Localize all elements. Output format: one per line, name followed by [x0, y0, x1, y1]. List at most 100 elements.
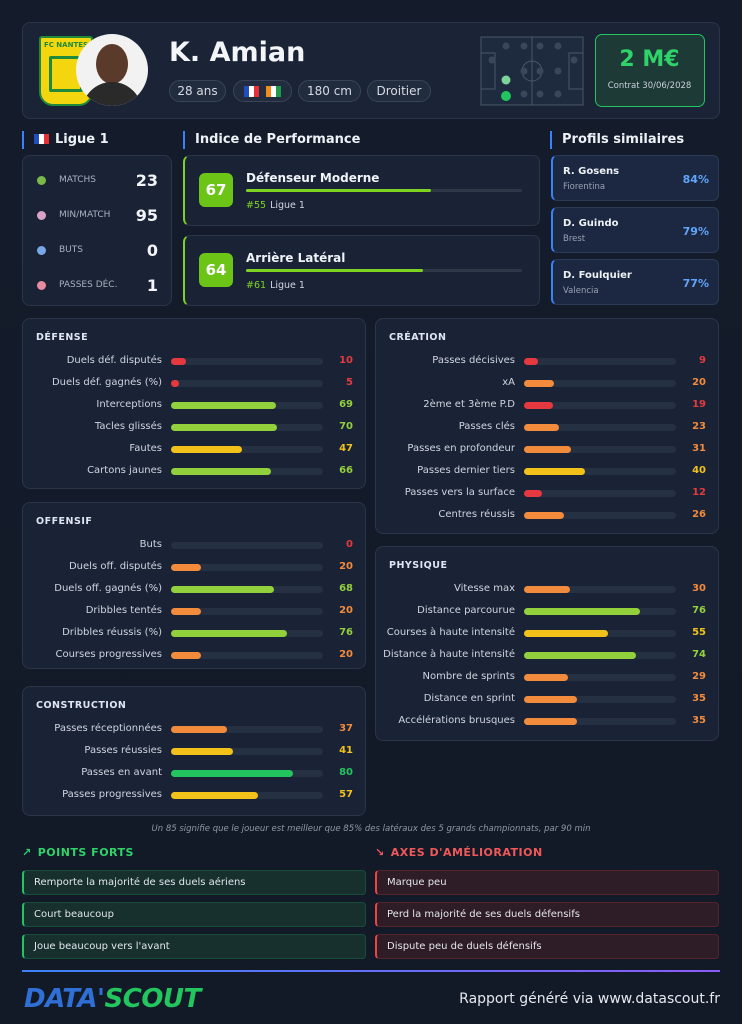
stat-row-value: 0 [346, 539, 353, 550]
improvements-heading: ↘ AXES D'AMÉLIORATION [375, 846, 543, 859]
bar-track [524, 652, 676, 659]
strength-item: Joue beaucoup vers l'avant [22, 934, 366, 959]
profile-label: Défenseur Moderne [246, 171, 380, 185]
stat-value: 23 [135, 171, 158, 190]
height-pill: 180 cm [298, 80, 361, 102]
bar-track [171, 468, 323, 475]
bar-fill [171, 770, 293, 777]
bar-track [524, 696, 676, 703]
similar-club: Fiorentina [563, 182, 606, 192]
stat-row-label: Passes progressives [62, 789, 162, 800]
bar-fill [524, 718, 578, 725]
bar-fill [171, 424, 278, 431]
rank: #55 [246, 200, 267, 211]
bar-fill [524, 608, 640, 615]
position-secondary [501, 75, 511, 85]
footer-divider [22, 970, 720, 972]
section-card: PHYSIQUE Vitesse max 30 Distance parcourue 7… [375, 546, 719, 741]
stat-row-label: Interceptions [96, 399, 162, 410]
stat-row-value: 57 [339, 789, 353, 800]
score-badge: 64 [199, 253, 233, 287]
player-photo [76, 34, 148, 106]
stat-row-value: 26 [692, 509, 706, 520]
bar-fill [171, 380, 179, 387]
bar-track [171, 748, 323, 755]
stat-row-value: 74 [692, 649, 706, 660]
photo-body [82, 82, 142, 106]
section-title: DÉFENSE [36, 332, 89, 343]
stat-row-label: Passes réceptionnées [54, 723, 162, 734]
stat-value: 1 [146, 276, 158, 295]
score-bar [246, 189, 431, 192]
stat-row-value: 23 [692, 421, 706, 432]
bar-fill [171, 468, 272, 475]
flag-france [243, 85, 260, 97]
bar-fill [524, 490, 543, 497]
stat-row-label: xA [502, 377, 515, 388]
stat-row-label: 2ème et 3ème P.D [423, 399, 515, 410]
strength-item: Remporte la majorité de ses duels aérien… [22, 870, 366, 895]
stat-label: PASSES DÉC. [59, 280, 118, 290]
similar-club: Brest [563, 234, 586, 244]
stat-row-label: Duels déf. disputés [66, 355, 162, 366]
trend-down-icon: ↘ [375, 846, 385, 859]
stat-row-value: 35 [692, 715, 706, 726]
section-title: PHYSIQUE [389, 560, 448, 571]
bar-fill [524, 358, 538, 365]
stat-row-value: 80 [339, 767, 353, 778]
stat-row-label: Distance parcourue [417, 605, 515, 616]
league-heading: Ligue 1 [22, 131, 109, 149]
profile-label: Arrière Latéral [246, 251, 346, 265]
header-card: FC NANTES K. Amian 28 ans 180 cm Droitie… [22, 22, 720, 119]
stat-row-label: Courses à haute intensité [386, 627, 515, 638]
stat-row-label: Passes décisives [432, 355, 515, 366]
bar-track [524, 402, 676, 409]
similar-score: 77% [682, 277, 709, 290]
bar-fill [171, 748, 234, 755]
score-bar [246, 269, 423, 272]
club-name: FC NANTES [43, 41, 89, 49]
strengths-heading: ↗ POINTS FORTS [22, 846, 134, 859]
bar-fill [524, 512, 564, 519]
rank: #61 [246, 280, 267, 291]
improvements-title: AXES D'AMÉLIORATION [390, 846, 543, 859]
bar-track [171, 564, 323, 571]
rank-league: Ligue 1 [270, 280, 305, 291]
bar-track [171, 424, 323, 431]
bar-track [524, 512, 676, 519]
bar-fill [171, 630, 287, 637]
stat-row-value: 47 [339, 443, 353, 454]
stat-row-value: 12 [692, 487, 706, 498]
similar-card: R. Gosens Fiorentina 84% [551, 155, 719, 201]
photo-head [96, 44, 128, 84]
market-value: 2 M€ [619, 47, 680, 72]
stat-row-value: 29 [692, 671, 706, 682]
bar-track [171, 542, 323, 549]
performance-card: 67 Défenseur Moderne #55 Ligue 1 [183, 155, 540, 226]
bar-fill [524, 674, 569, 681]
stat-row-label: Passes dernier tiers [417, 465, 515, 476]
bar-track [171, 380, 323, 387]
league-title: Ligue 1 [55, 132, 109, 147]
similar-score: 79% [682, 225, 709, 238]
stat-row-value: 69 [339, 399, 353, 410]
footer-text: Rapport généré via www.datascout.fr [459, 991, 720, 1007]
stat-row-value: 20 [339, 605, 353, 616]
bar-track [524, 424, 676, 431]
bar-fill [524, 652, 637, 659]
position-main [501, 91, 511, 101]
trend-up-icon: ↗ [22, 846, 32, 859]
bar-track [524, 468, 676, 475]
bar-track [524, 586, 676, 593]
bar-fill [171, 402, 276, 409]
bar-track [524, 490, 676, 497]
similar-heading: Profils similaires [550, 131, 684, 149]
bar-track [171, 770, 323, 777]
bar-fill [171, 652, 202, 659]
pitch-box-left [480, 52, 496, 90]
bar-track [524, 674, 676, 681]
score-track [246, 269, 522, 272]
similar-name: D. Guindo [563, 218, 619, 229]
stat-row-label: Tacles glissés [94, 421, 162, 432]
